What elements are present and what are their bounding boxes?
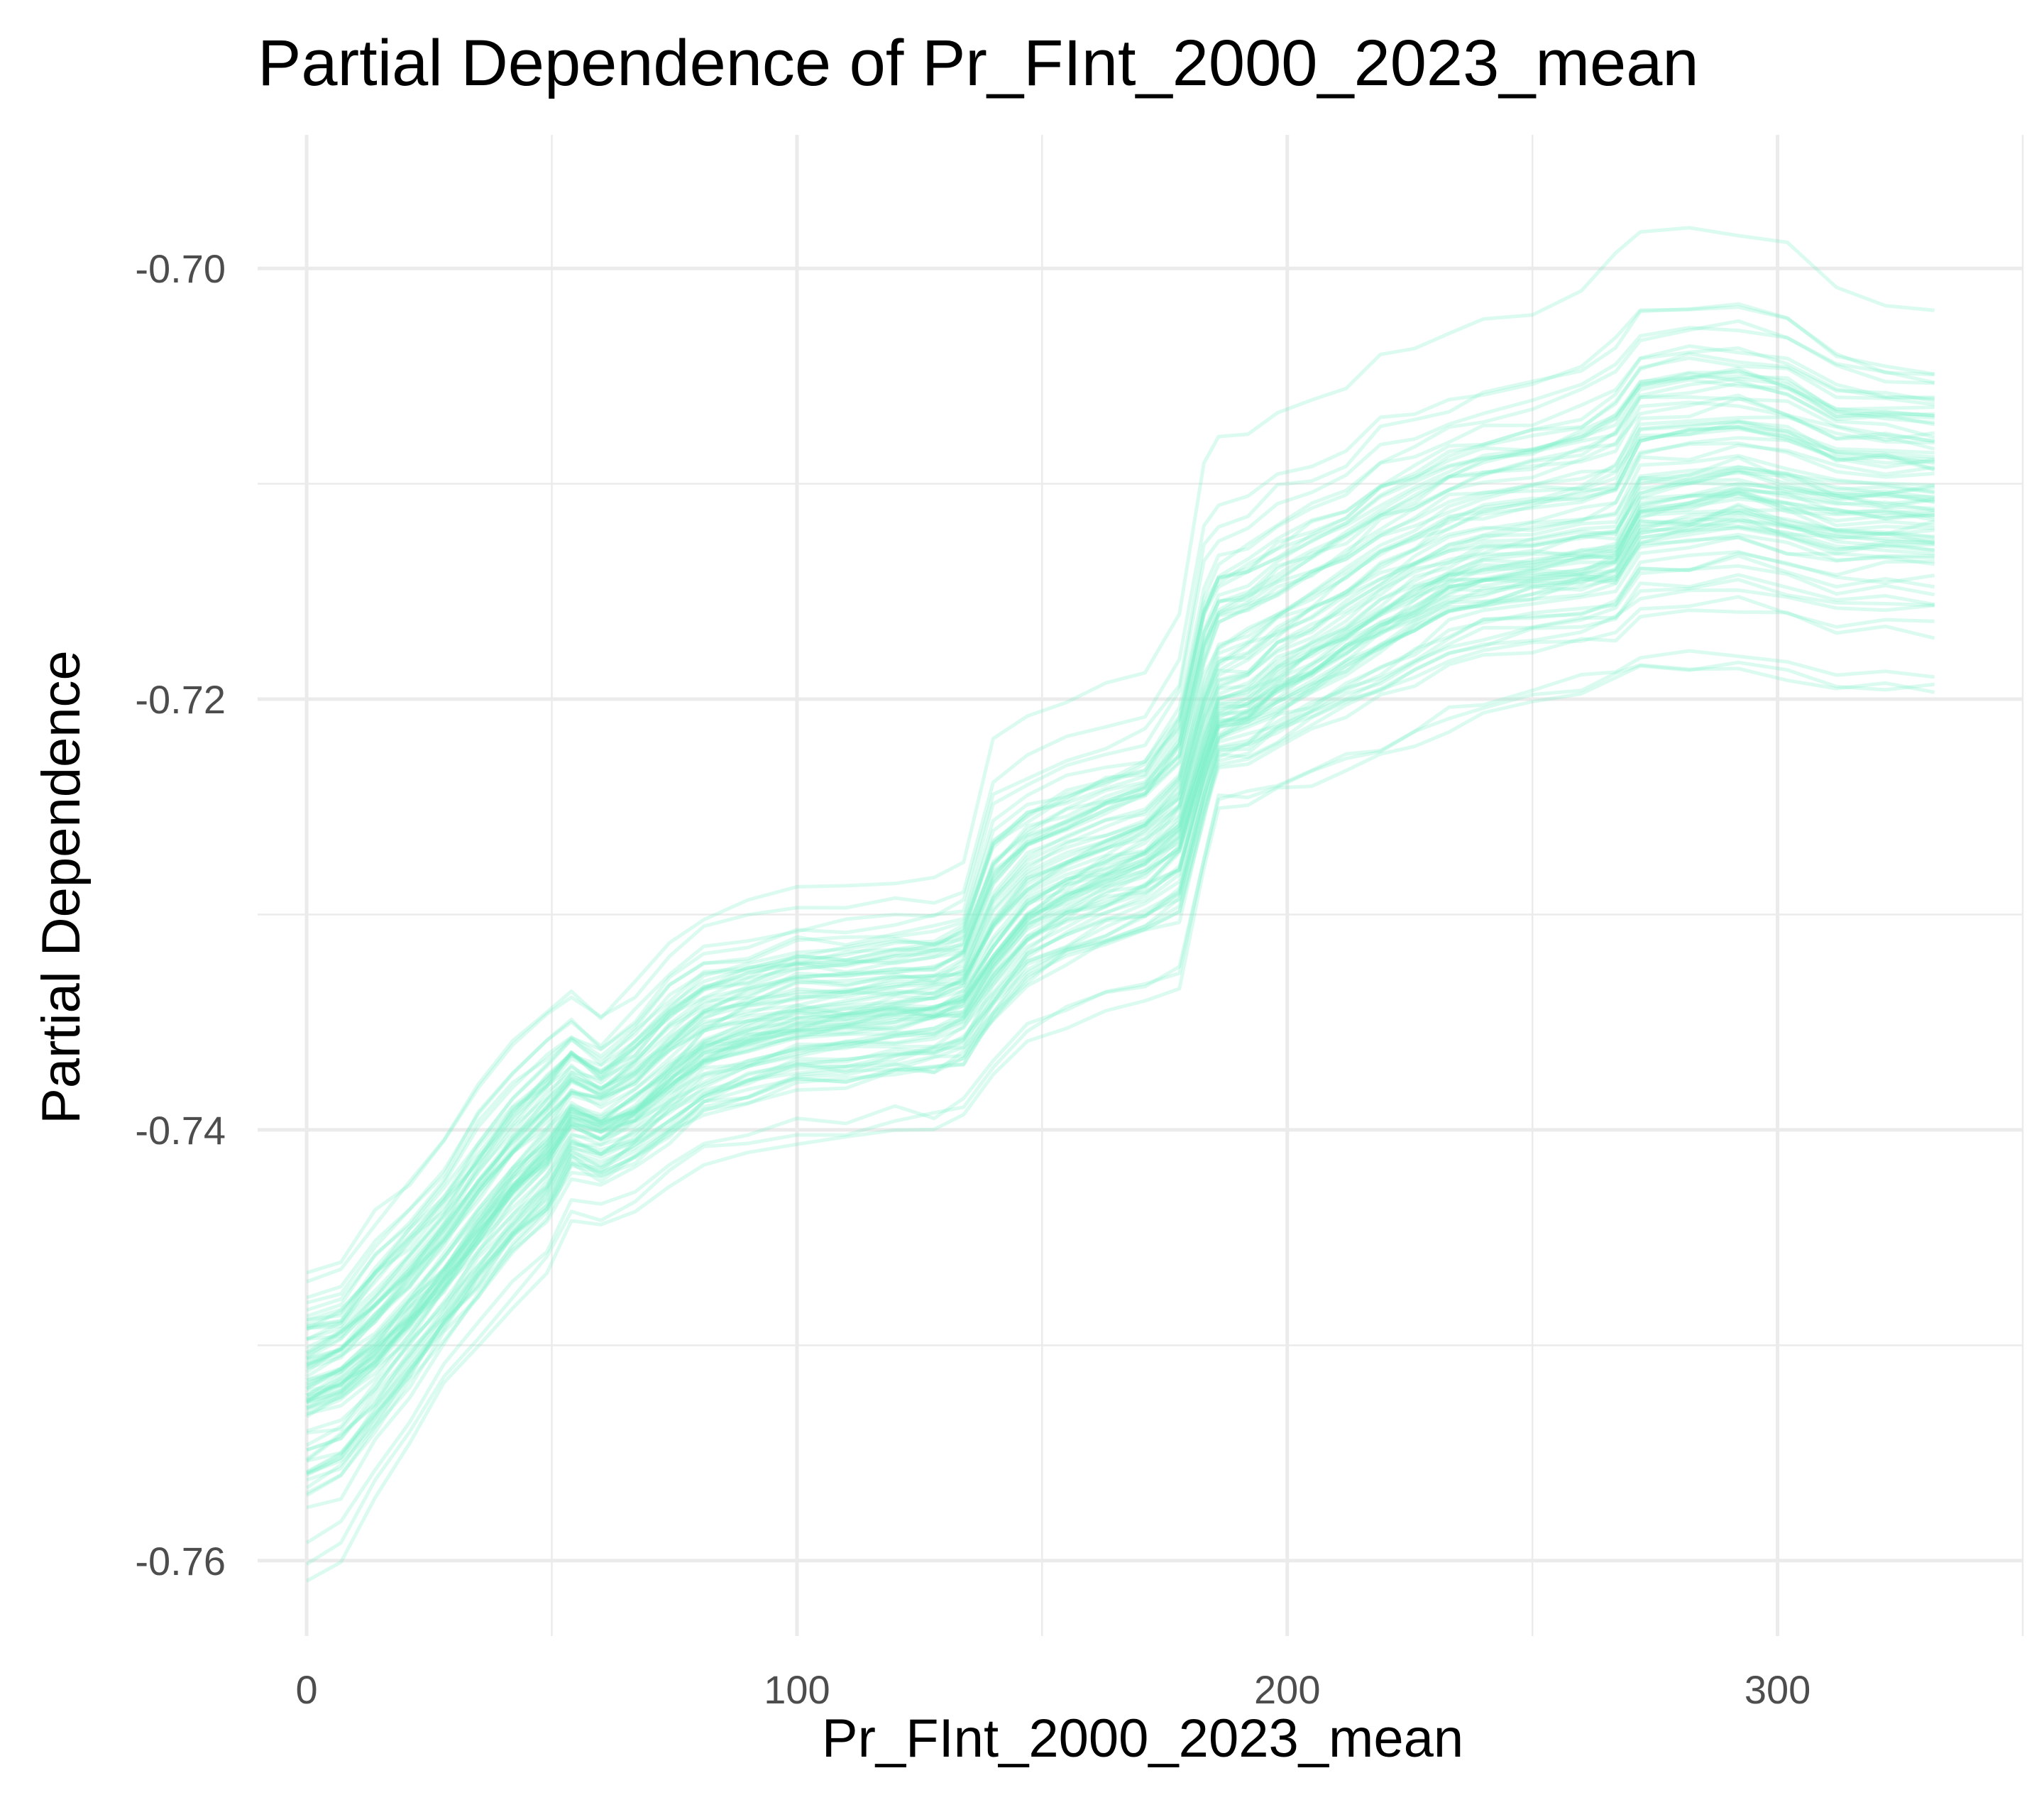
ice-series-line: [306, 366, 1935, 1361]
ice-series-line: [306, 419, 1935, 1327]
ice-series-line: [306, 346, 1935, 1341]
chart-title: Partial Dependence of Pr_FInt_2000_2023_…: [258, 27, 1699, 99]
ice-series-line: [305, 487, 1935, 1374]
ice-series-line: [306, 302, 1935, 1305]
ice-series-line: [305, 503, 1935, 1477]
ice-series-line: [305, 489, 1935, 1463]
ice-series-line: [305, 588, 1935, 1498]
ice-series-line: [306, 536, 1935, 1412]
ice-series-line: [306, 504, 1935, 1385]
x-tick-label: 200: [1254, 1667, 1320, 1712]
ice-series-line: [306, 326, 1935, 1300]
ice-series-line: [306, 368, 1935, 1322]
ice-series-line: [306, 513, 1935, 1403]
x-axis-title: Pr_FInt_2000_2023_mean: [822, 1708, 1463, 1769]
ice-series-line: [306, 456, 1935, 1356]
ice-series-line: [306, 441, 1935, 1341]
grid-layer: [258, 135, 2024, 1636]
ice-series-line: [305, 497, 1935, 1378]
ice-series-line: [306, 375, 1935, 1368]
ice-series-line: [305, 393, 1935, 1361]
ice-series-line: [305, 535, 1935, 1495]
ice-series-line: [306, 381, 1935, 1312]
ice-series-line: [306, 526, 1935, 1452]
ice-series-line: [306, 478, 1935, 1367]
ice-series-line: [306, 420, 1935, 1371]
y-tick-label: -0.76: [135, 1539, 226, 1583]
ice-series-line: [306, 305, 1935, 1275]
ice-series-line: [305, 522, 1935, 1402]
ice-series-line: [306, 608, 1935, 1476]
ice-series-line: [306, 344, 1935, 1318]
ice-series-line: [306, 436, 1935, 1410]
ice-series-line: [306, 468, 1935, 1405]
ice-series-line: [305, 554, 1935, 1461]
ice-series-line: [306, 415, 1935, 1400]
ice-series-line: [305, 465, 1935, 1354]
y-tick-label: -0.70: [135, 246, 226, 291]
ice-series-line: [306, 319, 1935, 1341]
ice-series-line: [306, 378, 1935, 1382]
ice-series-line: [305, 663, 1935, 1544]
ice-lines-layer: [305, 226, 1935, 1583]
y-tick-label: -0.74: [135, 1108, 226, 1153]
ice-series-line: [306, 371, 1935, 1322]
ice-series-line: [306, 356, 1935, 1329]
ice-series-line: [306, 493, 1935, 1397]
ice-series-line: [305, 485, 1935, 1419]
ice-series-line: [305, 595, 1935, 1475]
ice-series-line: [305, 425, 1935, 1405]
ice-series-line: [306, 517, 1935, 1402]
ice-series-line: [306, 469, 1935, 1366]
x-tick-label: 300: [1744, 1667, 1811, 1712]
ice-series-line: [306, 573, 1935, 1482]
x-tick-label: 100: [764, 1667, 830, 1712]
ice-series-line: [306, 491, 1935, 1452]
ice-series-line: [306, 481, 1935, 1410]
ice-series-line: [306, 490, 1935, 1386]
ice-series-line: [306, 395, 1935, 1330]
ice-series-line: [305, 400, 1935, 1332]
ice-series-line: [306, 518, 1935, 1476]
ice-series-line: [305, 520, 1935, 1490]
ice-series-line: [305, 424, 1935, 1390]
tick-labels-layer: 0 100 200 300 -0.76 -0.74 -0.72 -0.70: [135, 246, 1811, 1712]
ice-series-line: [306, 508, 1935, 1388]
ice-series-line: [305, 370, 1935, 1359]
ice-series-line: [305, 660, 1935, 1583]
ice-series-line: [306, 525, 1935, 1433]
ice-series-line: [306, 508, 1935, 1398]
ice-series-line: [305, 468, 1935, 1370]
ice-series-line: [306, 396, 1935, 1392]
ice-series-line: [306, 532, 1935, 1416]
ice-series-line: [306, 420, 1935, 1328]
ice-series-line: [305, 443, 1935, 1403]
ice-series-line: [305, 488, 1935, 1447]
ice-series-line: [306, 490, 1935, 1382]
ice-series-line: [306, 427, 1935, 1331]
ice-series-line: [306, 510, 1935, 1416]
y-axis-title: Partial Dependence: [31, 650, 92, 1124]
ice-series-line: [306, 377, 1935, 1363]
ice-series-line: [306, 351, 1935, 1349]
ice-series-line: [305, 564, 1935, 1473]
ice-series-line: [305, 465, 1935, 1398]
ice-series-line: [306, 551, 1935, 1463]
ice-series-line: [306, 425, 1935, 1366]
ice-series-line: [306, 511, 1935, 1390]
y-tick-label: -0.72: [135, 677, 226, 722]
ice-series-line: [305, 454, 1935, 1355]
ice-series-line: [306, 481, 1935, 1409]
ice-series-line: [306, 471, 1935, 1405]
ice-series-line: [306, 578, 1935, 1435]
ice-series-line: [306, 550, 1935, 1510]
ice-series-line: [305, 649, 1935, 1566]
ice-series-line: [306, 226, 1935, 1284]
x-tick-label: 0: [296, 1667, 318, 1712]
